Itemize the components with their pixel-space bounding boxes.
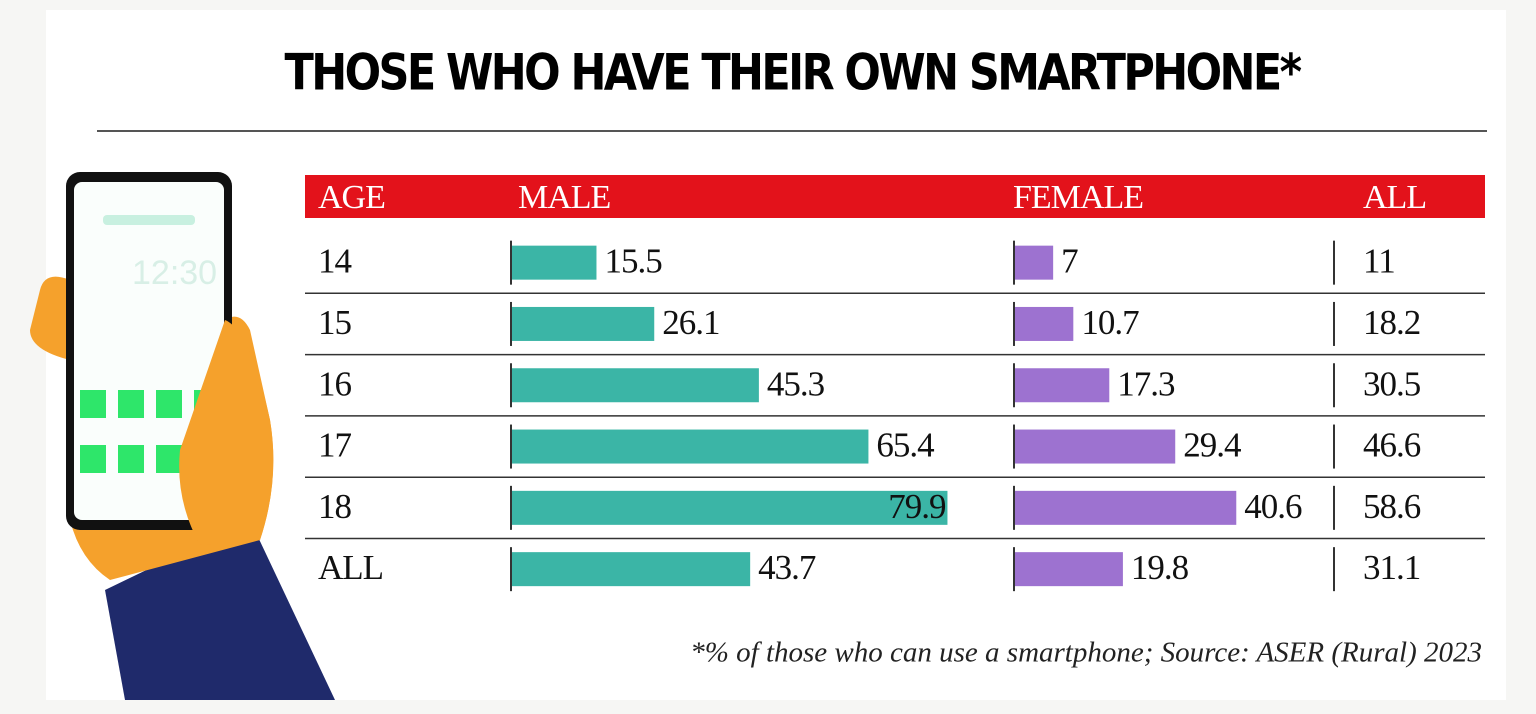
value-label: 43.7 xyxy=(758,548,816,587)
value-label: 45.3 xyxy=(767,364,825,403)
phone-time: 12:30 xyxy=(132,254,217,292)
chart-title: THOSE WHO HAVE THEIR OWN SMARTPHONE* xyxy=(285,44,1302,102)
value-label: 11 xyxy=(1363,242,1395,281)
phone-illustration: 12:30 xyxy=(30,172,335,700)
bar xyxy=(512,490,948,525)
bar xyxy=(1015,245,1054,280)
value-label: 18.2 xyxy=(1363,303,1420,342)
bar xyxy=(1015,552,1123,587)
legend-header: ALL xyxy=(1363,179,1426,216)
row-label: 18 xyxy=(318,487,352,526)
value-label: 31.1 xyxy=(1363,548,1420,587)
bar xyxy=(1015,368,1110,403)
value-label: 19.8 xyxy=(1131,548,1189,587)
row-label: 15 xyxy=(318,303,352,342)
legend-header: MALE xyxy=(518,179,611,216)
value-label: 65.4 xyxy=(876,426,934,465)
value-label: 15.5 xyxy=(604,242,662,281)
bar xyxy=(512,245,597,280)
legend-header: FEMALE xyxy=(1013,179,1143,216)
footnote: *% of those who can use a smartphone; So… xyxy=(690,637,1482,669)
phone-bar xyxy=(103,215,195,225)
header-band xyxy=(305,175,1485,218)
bar xyxy=(512,306,655,341)
value-label: 7 xyxy=(1061,242,1078,281)
bar xyxy=(512,429,869,464)
value-label: 79.9 xyxy=(888,487,946,526)
value-label: 26.1 xyxy=(662,303,719,342)
value-label: 58.6 xyxy=(1363,487,1421,526)
bar xyxy=(1015,429,1176,464)
value-label: 46.6 xyxy=(1363,426,1421,465)
bar xyxy=(512,368,759,403)
bar xyxy=(512,552,751,587)
value-label: 10.7 xyxy=(1081,303,1139,342)
bar xyxy=(1015,490,1237,525)
bar xyxy=(1015,306,1074,341)
row-label: 14 xyxy=(318,242,352,281)
value-label: 30.5 xyxy=(1363,364,1421,403)
value-label: 40.6 xyxy=(1244,487,1302,526)
row-label: ALL xyxy=(318,548,383,587)
value-label: 17.3 xyxy=(1117,364,1175,403)
thumb xyxy=(179,320,274,545)
row-label: 16 xyxy=(318,364,352,403)
row-label: 17 xyxy=(318,426,352,465)
value-label: 29.4 xyxy=(1183,426,1241,465)
column-header: AGE xyxy=(318,179,385,216)
